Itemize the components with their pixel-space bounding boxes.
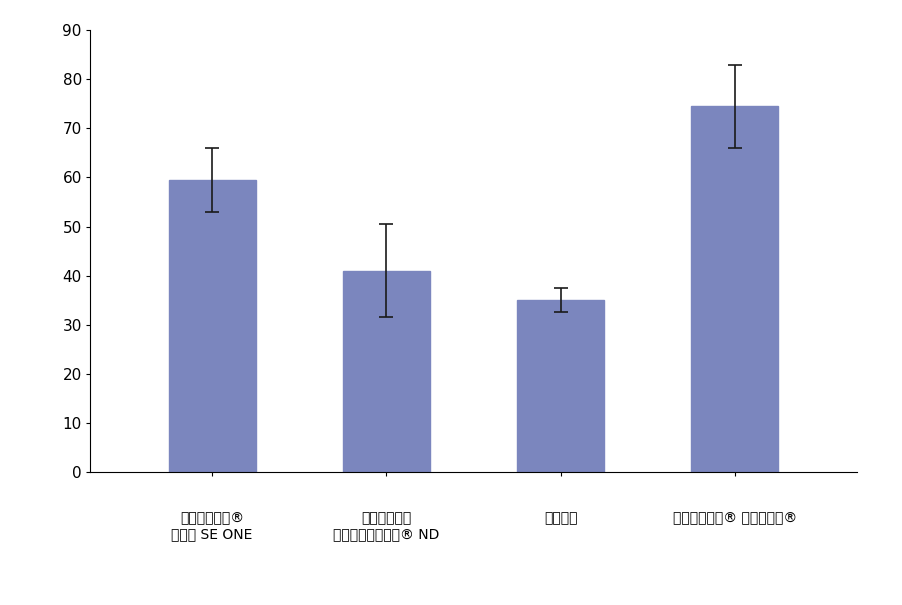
Bar <box>169 180 256 472</box>
Bar <box>691 106 778 472</box>
Text: クリアフィル® メガボンド®: クリアフィル® メガボンド® <box>673 511 797 525</box>
Bar <box>343 270 430 472</box>
Bar <box>517 300 604 472</box>
Text: 他社製品: 他社製品 <box>544 511 577 525</box>
Text: クリアフィル®
ボンド SE ONE: クリアフィル® ボンド SE ONE <box>171 511 253 541</box>
Text: クリアフィル
トライエスボンド® ND: クリアフィル トライエスボンド® ND <box>333 511 439 541</box>
